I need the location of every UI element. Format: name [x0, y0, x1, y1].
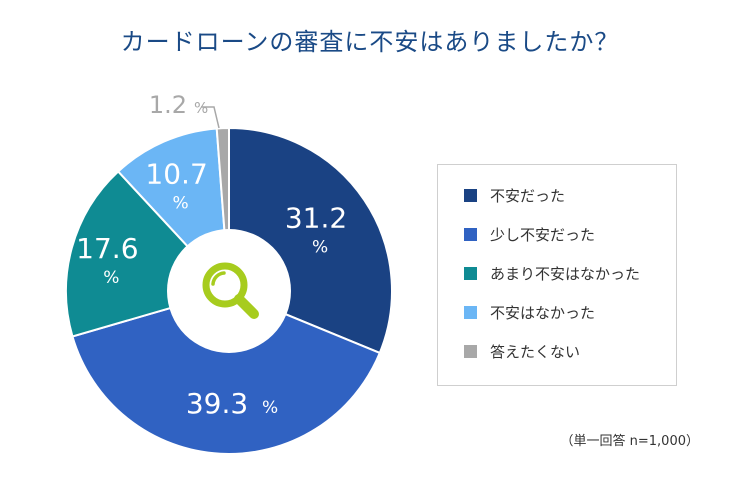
legend-item: あまり不安はなかった: [464, 263, 676, 283]
legend: 不安だった少し不安だったあまり不安はなかった 不安はなかった 答えたくない: [437, 164, 677, 386]
donut-hole: [167, 229, 291, 353]
legend-item: 不安だった: [464, 185, 676, 205]
data-label-unit: %: [173, 194, 189, 214]
data-label-unit: %: [194, 99, 208, 117]
data-label-value: 39.3: [186, 387, 248, 420]
data-label-value: 17.6: [76, 232, 138, 265]
pie-slice: [71, 289, 382, 455]
legend-swatch: [464, 266, 477, 280]
legend-item: 不安はなかった: [464, 302, 676, 322]
data-label-unit: %: [103, 268, 119, 288]
legend-item: 答えたくない: [464, 341, 676, 361]
legend-swatch: [464, 305, 477, 319]
legend-label: あまり不安はなかった: [490, 264, 641, 283]
data-label-value: 31.2: [285, 202, 347, 235]
legend-swatch: [464, 227, 477, 241]
sample-note: （単一回答 n=1,000）: [560, 434, 699, 449]
leader-line: [201, 106, 220, 129]
data-label-unit: %: [312, 238, 328, 258]
legend-label: 少し不安だった: [490, 225, 596, 244]
data-label-value: 10.7: [145, 158, 207, 191]
legend-swatch: [464, 188, 477, 202]
chart-title: カードローンの審査に不安はありましたか？: [120, 28, 620, 56]
data-label-unit: %: [262, 398, 278, 418]
legend-label: 答えたくない: [490, 342, 581, 361]
legend-item: 少し不安だった: [464, 224, 676, 244]
magnifier-icon: [202, 262, 259, 319]
data-label-value: 1.2: [149, 91, 187, 119]
legend-label: 不安はなかった: [490, 303, 596, 322]
legend-label: 不安だった: [490, 186, 566, 205]
legend-swatch: [464, 344, 477, 358]
